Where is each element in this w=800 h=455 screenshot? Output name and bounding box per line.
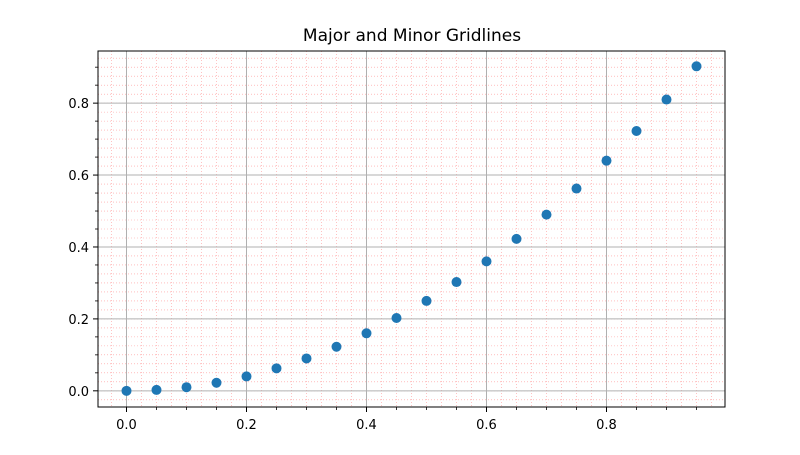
data-point xyxy=(691,61,702,72)
y-tick-label: 0.8 xyxy=(68,97,89,112)
data-point xyxy=(151,384,162,395)
data-point xyxy=(571,183,582,194)
data-point xyxy=(421,295,432,306)
y-tick-label: 0.2 xyxy=(68,313,89,328)
data-point xyxy=(301,353,312,364)
y-tick-label: 0.0 xyxy=(68,385,89,400)
data-point xyxy=(331,341,342,352)
data-point xyxy=(481,256,492,267)
y-tick-label: 0.6 xyxy=(68,169,89,184)
data-point xyxy=(361,328,372,339)
x-tick-label: 0.0 xyxy=(116,418,137,433)
data-point xyxy=(631,126,642,137)
data-point xyxy=(211,377,222,388)
y-axis-ticks: 0.0 0.2 0.4 0.6 0.8 xyxy=(68,66,98,400)
x-tick-label: 0.2 xyxy=(236,418,257,433)
data-point xyxy=(661,94,672,105)
x-tick-label: 0.4 xyxy=(356,418,377,433)
data-points xyxy=(121,61,702,396)
major-gridlines xyxy=(98,51,725,407)
minor-gridlines xyxy=(98,51,725,407)
data-point xyxy=(541,209,552,220)
data-point xyxy=(451,277,462,288)
y-tick-label: 0.4 xyxy=(68,241,89,256)
data-point xyxy=(121,385,132,396)
chart-title: Major and Minor Gridlines xyxy=(303,26,521,46)
x-tick-label: 0.8 xyxy=(596,418,617,433)
data-point xyxy=(511,233,522,244)
x-tick-label: 0.6 xyxy=(476,418,497,433)
data-point xyxy=(181,382,192,393)
x-axis-ticks: 0.0 0.2 0.4 0.6 0.8 xyxy=(116,407,697,433)
data-point xyxy=(271,363,282,374)
data-point xyxy=(241,371,252,382)
data-point xyxy=(391,313,402,323)
data-point xyxy=(601,155,612,166)
